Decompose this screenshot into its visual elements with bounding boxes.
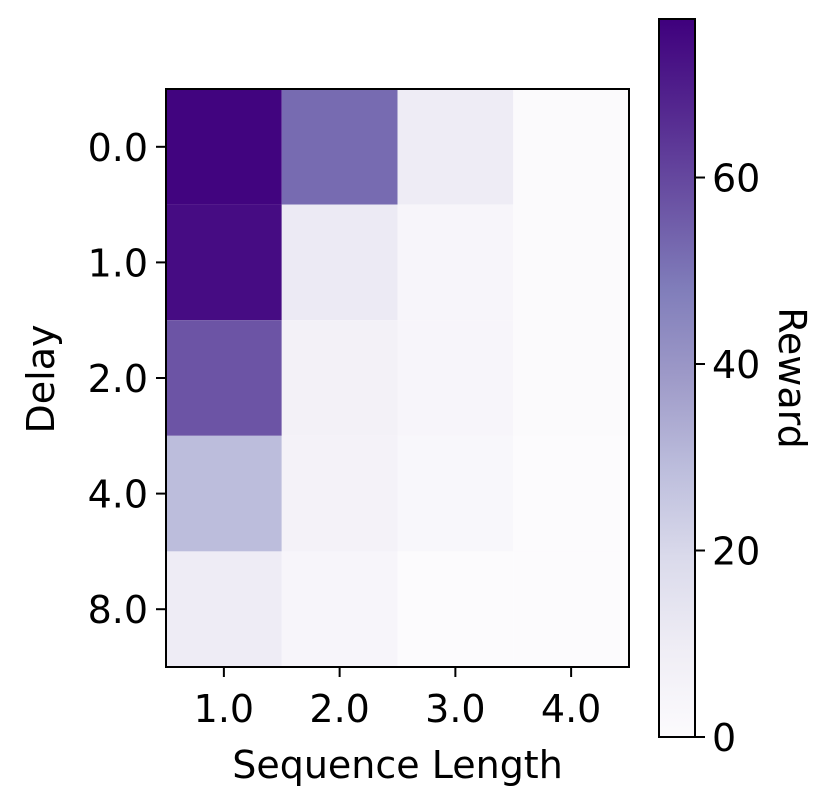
colorbar-ticks: 0 20 40 60 bbox=[695, 157, 760, 760]
x-axis-ticks: 1.0 2.0 3.0 4.0 bbox=[194, 667, 601, 731]
heatmap-cell bbox=[281, 89, 398, 205]
heatmap-cell bbox=[513, 89, 629, 205]
heatmap-cell bbox=[281, 551, 398, 667]
x-tick-label: 2.0 bbox=[309, 687, 369, 731]
x-tick-label: 3.0 bbox=[425, 687, 485, 731]
x-tick-label: 1.0 bbox=[194, 687, 254, 731]
colorbar-tick-label: 40 bbox=[712, 343, 760, 387]
heatmap-cell bbox=[513, 320, 629, 436]
heatmap-cell bbox=[513, 551, 629, 667]
heatmap-cell bbox=[166, 435, 282, 552]
colorbar-label: Reward bbox=[770, 307, 814, 449]
y-tick-label: 0.0 bbox=[88, 126, 148, 170]
heatmap-cell bbox=[166, 204, 282, 321]
heatmap-cell bbox=[166, 89, 282, 205]
heatmap-cell bbox=[281, 204, 398, 321]
heatmap-cell bbox=[166, 320, 282, 436]
heatmap-cell bbox=[397, 204, 514, 321]
colorbar bbox=[658, 18, 696, 738]
y-tick-label: 4.0 bbox=[88, 473, 148, 517]
heatmap-cell bbox=[397, 551, 514, 667]
heatmap-cells bbox=[166, 89, 629, 667]
heatmap-cell bbox=[281, 320, 398, 436]
y-axis-ticks: 0.0 1.0 2.0 4.0 8.0 bbox=[88, 126, 166, 632]
y-tick-label: 8.0 bbox=[88, 588, 148, 632]
colorbar-tick-label: 0 bbox=[712, 716, 736, 760]
x-tick-label: 4.0 bbox=[541, 687, 601, 731]
heatmap-cell bbox=[397, 320, 514, 436]
heatmap-cell bbox=[281, 435, 398, 552]
y-tick-label: 2.0 bbox=[88, 357, 148, 401]
y-tick-label: 1.0 bbox=[88, 241, 148, 285]
heatmap-cell bbox=[397, 89, 514, 205]
colorbar-tick-label: 60 bbox=[712, 157, 760, 201]
x-axis-label: Sequence Length bbox=[232, 743, 563, 787]
heatmap-cell bbox=[513, 435, 629, 552]
y-axis-label: Delay bbox=[19, 325, 63, 434]
heatmap-cell bbox=[166, 551, 282, 667]
heatmap-cell bbox=[397, 435, 514, 552]
heatmap-cell bbox=[513, 204, 629, 321]
colorbar-tick-label: 20 bbox=[712, 530, 760, 574]
